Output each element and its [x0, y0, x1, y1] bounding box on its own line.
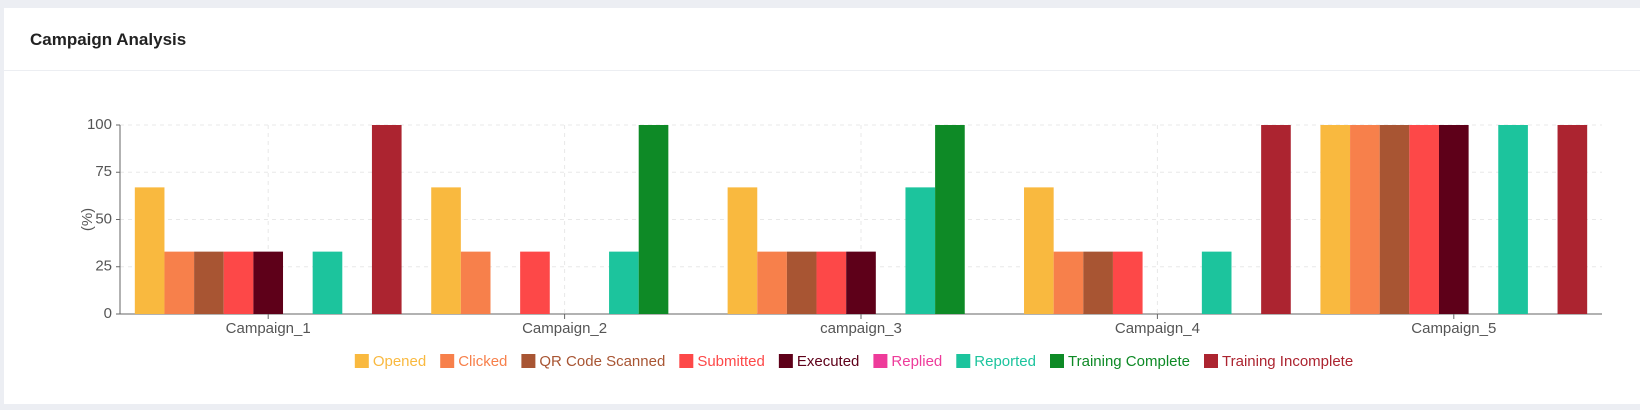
- bar: [1320, 125, 1351, 314]
- bar: [757, 251, 787, 314]
- bar: [609, 251, 639, 314]
- y-tick-label: 100: [87, 116, 112, 133]
- legend-swatch: [679, 354, 694, 368]
- bar: [194, 251, 224, 314]
- y-tick-label: 0: [104, 305, 112, 322]
- bar: [1498, 125, 1528, 314]
- bar: [846, 251, 876, 314]
- legend-label: Training Incomplete: [1222, 353, 1353, 370]
- legend-label: Clicked: [458, 353, 507, 370]
- bar: [134, 187, 165, 314]
- bar: [935, 125, 965, 314]
- y-tick-label: 75: [95, 163, 112, 180]
- legend-swatch: [521, 354, 536, 368]
- bar: [1024, 187, 1054, 314]
- bar: [223, 251, 254, 314]
- bar: [431, 187, 461, 314]
- bar: [1409, 125, 1439, 314]
- x-tick-label: Campaign_4: [1115, 320, 1200, 337]
- x-tick-label: Campaign_2: [522, 320, 607, 337]
- bar: [520, 251, 550, 314]
- legend-label: Replied: [891, 353, 942, 370]
- legend-label: Opened: [373, 353, 426, 370]
- bar: [312, 251, 343, 314]
- bar: [371, 125, 402, 314]
- bar: [460, 251, 491, 314]
- bar: [1201, 251, 1232, 314]
- bar: [1083, 251, 1113, 314]
- card-header: Campaign Analysis: [4, 8, 1640, 71]
- bar: [1053, 251, 1084, 314]
- x-tick-label: Campaign_1: [226, 320, 311, 337]
- legend-swatch: [1204, 354, 1218, 368]
- legend-label: Executed: [797, 353, 860, 370]
- bar: [1557, 125, 1588, 314]
- legend-swatch: [1050, 354, 1064, 368]
- bar: [786, 251, 817, 314]
- y-axis-label: (%): [79, 208, 96, 231]
- chart-title: Campaign Analysis: [30, 30, 187, 49]
- legend-swatch: [440, 354, 455, 368]
- legend-label: Reported: [974, 353, 1036, 370]
- bar: [164, 251, 195, 314]
- bar: [816, 251, 847, 314]
- bar: [1261, 125, 1291, 314]
- legend-swatch: [778, 354, 793, 368]
- bar: [638, 125, 669, 314]
- bar: [1350, 125, 1380, 314]
- bar: [905, 187, 936, 314]
- bar: [727, 187, 758, 314]
- y-tick-label: 50: [95, 210, 112, 227]
- legend-swatch: [354, 354, 369, 368]
- legend-swatch: [956, 354, 971, 368]
- bar: [1112, 251, 1143, 314]
- bar: [253, 251, 284, 314]
- bar: [1379, 125, 1410, 314]
- legend-swatch: [873, 354, 888, 368]
- x-tick-label: Campaign_5: [1411, 320, 1496, 337]
- x-tick-label: campaign_3: [820, 320, 902, 337]
- bar: [1438, 125, 1469, 314]
- legend-label: Training Complete: [1068, 353, 1190, 370]
- legend-label: Submitted: [697, 353, 765, 370]
- legend-label: QR Code Scanned: [539, 353, 665, 370]
- y-tick-label: 25: [95, 258, 112, 275]
